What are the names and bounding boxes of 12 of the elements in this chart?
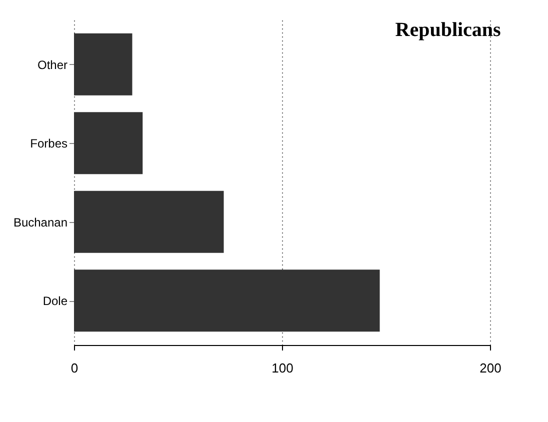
bar — [74, 190, 224, 253]
x-tick-label: 0 — [70, 360, 78, 376]
y-tick-label: Dole — [42, 294, 68, 308]
x-tick-label: 100 — [272, 360, 294, 376]
chart-title: Republicans — [395, 19, 502, 41]
bar — [74, 270, 380, 332]
bar — [74, 112, 143, 174]
y-tick-label: Forbes — [30, 136, 68, 151]
bar — [74, 33, 132, 96]
y-tick-label: Other — [37, 58, 68, 72]
y-tick-label: Buchanan — [13, 215, 68, 230]
x-tick-label: 200 — [480, 360, 502, 376]
